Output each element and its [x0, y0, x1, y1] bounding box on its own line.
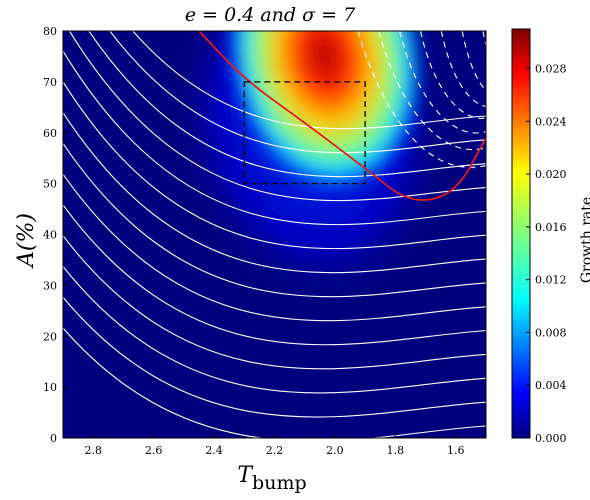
contour-solid-12	[88, 31, 486, 178]
colorbar-tick-label: 0.024	[535, 115, 567, 128]
y-tick-label: 50	[43, 178, 57, 191]
contour-dashed-5	[440, 31, 486, 107]
x-tick-label: 1.6	[447, 444, 465, 457]
contour-solid-7	[63, 143, 486, 298]
contour-dashed-2	[378, 31, 486, 151]
dashed-box	[243, 81, 366, 185]
y-tick-label: 10	[43, 381, 57, 394]
contour-solid-13	[109, 31, 486, 154]
colorbar-tick-label: 0.016	[535, 221, 567, 234]
contour-solid-6	[63, 173, 486, 322]
y-tick-label: 0	[50, 432, 57, 445]
x-tick-label: 2.6	[145, 444, 163, 457]
colorbar-label: Growth rate	[579, 197, 590, 283]
contour-solid-4	[63, 235, 486, 370]
x-axis-label-main: T	[237, 463, 254, 488]
chart-title: e = 0.4 and σ = 7	[185, 4, 356, 26]
y-tick-label: 80	[43, 25, 57, 38]
contour-solid-2	[63, 296, 486, 418]
x-axis-label: Tbump	[237, 463, 306, 494]
colorbar-tick-label: 0.004	[535, 379, 567, 392]
colorbar-tick-label: 0.008	[535, 326, 567, 339]
y-tick-label: 70	[43, 76, 57, 89]
contour-solid-5	[63, 204, 486, 346]
y-tick-label: 30	[43, 279, 57, 292]
y-tick-label: 60	[43, 127, 57, 140]
colorbar-tick-label: 0.012	[535, 274, 567, 287]
contour-solid-10	[63, 50, 486, 226]
contour-dashed-3	[399, 31, 486, 134]
x-tick-label: 1.8	[387, 444, 405, 457]
colorbar-gradient	[511, 28, 531, 439]
colorbar-tick-label: 0.020	[535, 168, 567, 181]
x-tick-label: 2.0	[326, 444, 344, 457]
heatmap-core	[228, 31, 422, 190]
contour-solid-14	[132, 31, 486, 130]
critical-red-curve	[198, 31, 486, 201]
y-tick-label: 20	[43, 330, 57, 343]
colorbar-tick-label: 0.028	[535, 63, 567, 76]
contour-solid-3	[63, 266, 486, 394]
colorbar-tick-label: 0.000	[535, 432, 567, 445]
x-axis-label-subscript: bump	[252, 472, 307, 494]
colorbar: 0.000 0.004 0.008 0.012 0.016 0.020 0.024 0.028…	[511, 28, 590, 445]
x-axis: 2.8 2.6 2.4 2.2 2.0 1.8 1.6	[84, 433, 465, 457]
colorbar-ticks: 0.000 0.004 0.008 0.012 0.016 0.020 0.024 0.028	[526, 63, 567, 445]
plot-area	[62, 30, 487, 439]
y-tick-label: 40	[43, 229, 57, 242]
contour-solid-9	[63, 81, 486, 250]
x-tick-label: 2.4	[205, 444, 223, 457]
x-tick-label: 2.2	[266, 444, 284, 457]
x-tick-label: 2.8	[84, 444, 102, 457]
contour-solid-11	[69, 31, 486, 202]
white-contour-lines	[63, 31, 486, 438]
y-axis: 0 10 20 30 40 50 60 70 80	[43, 25, 68, 445]
contour-solid-1	[63, 327, 486, 438]
y-axis-label: A(%)	[14, 213, 39, 269]
contour-solid-8	[63, 112, 486, 274]
